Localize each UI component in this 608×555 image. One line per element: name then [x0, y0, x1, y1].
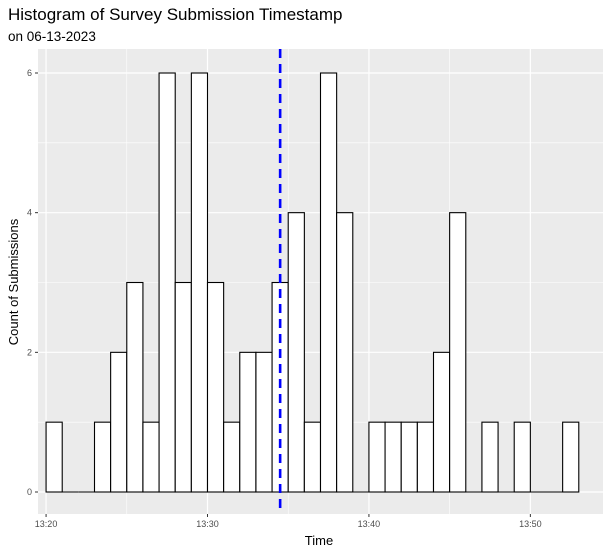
histogram-bar [190, 72, 209, 493]
histogram-bar [303, 421, 322, 493]
histogram-bar [142, 421, 160, 493]
y-tick-label: 4 [27, 208, 32, 218]
histogram-bar [400, 421, 418, 493]
x-axis-title: Time [305, 533, 333, 548]
histogram-bar [158, 72, 176, 493]
y-tick-label: 6 [27, 68, 32, 78]
histogram-bar [223, 421, 241, 493]
histogram-bar [432, 351, 451, 493]
y-tick-label: 0 [27, 487, 32, 497]
histogram-bar [368, 421, 386, 493]
histogram-bar [239, 351, 257, 493]
histogram-bar [449, 212, 467, 493]
y-axis-title: Count of Submissions [6, 218, 21, 345]
histogram-bar [384, 421, 402, 493]
histogram-bar [287, 212, 305, 493]
histogram-bar [110, 351, 128, 493]
histogram-bar [255, 351, 273, 493]
x-tick-label: 13:30 [196, 519, 219, 529]
histogram-bar [206, 281, 225, 493]
histogram-bar [562, 421, 580, 493]
histogram-bar [174, 281, 192, 493]
histogram-bar [126, 281, 144, 493]
histogram-bar [513, 421, 531, 493]
histogram-bar [336, 212, 354, 493]
histogram-bar [416, 421, 435, 493]
x-tick-label: 13:20 [35, 519, 58, 529]
histogram-bar [45, 421, 63, 493]
histogram-bar [93, 421, 112, 493]
chart-subtitle: on 06-13-2023 [8, 29, 96, 44]
histogram-bar [319, 72, 338, 493]
x-tick-label: 13:40 [358, 519, 381, 529]
y-tick-label: 2 [27, 347, 32, 357]
histogram-bar [481, 421, 499, 493]
chart-title: Histogram of Survey Submission Timestamp [8, 5, 343, 24]
x-tick-label: 13:50 [519, 519, 542, 529]
